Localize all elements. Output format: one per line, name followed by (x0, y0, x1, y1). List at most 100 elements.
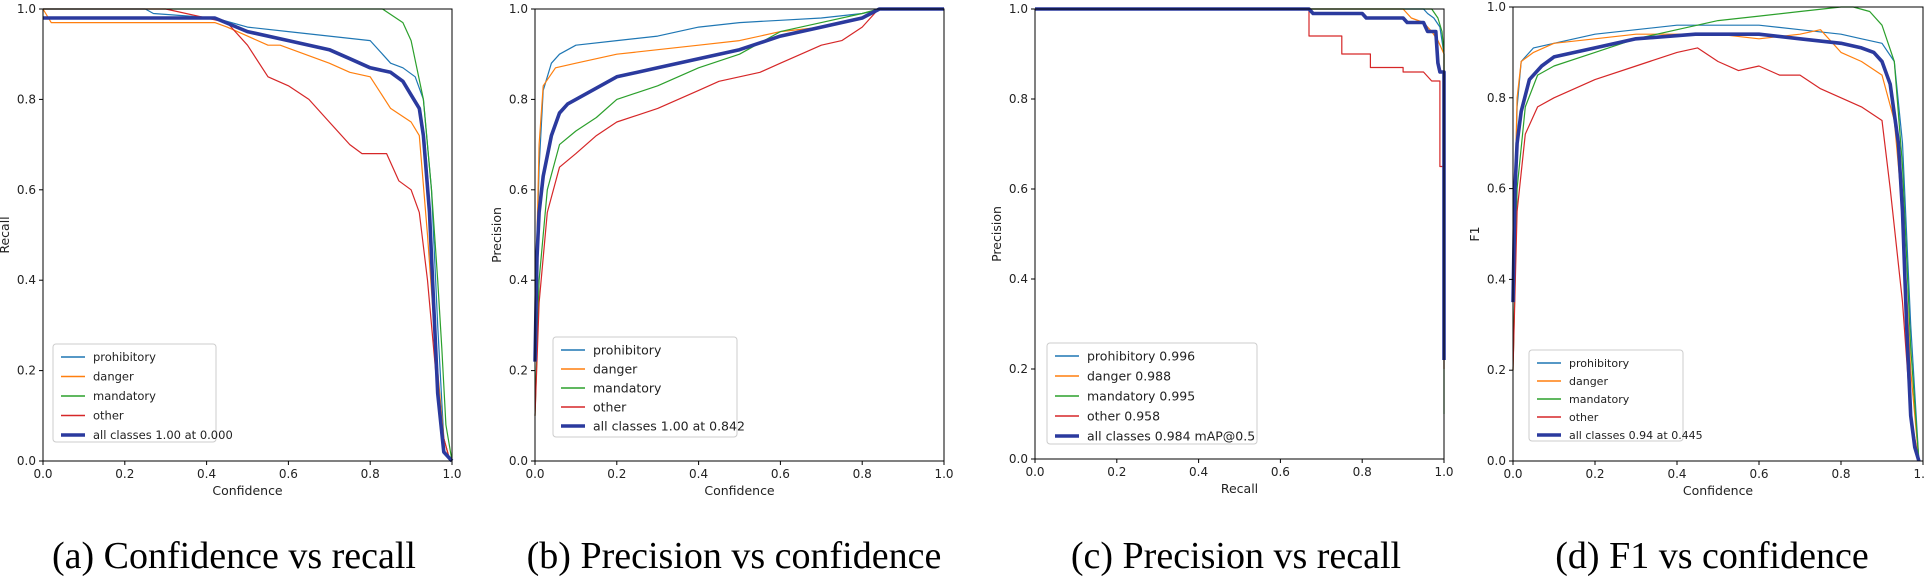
legend-label-danger: danger (93, 370, 134, 384)
legend-label-mandatory: mandatory (593, 380, 662, 395)
legend-label-other: other (1569, 411, 1599, 424)
legend-box (1046, 342, 1258, 445)
axes-frame (534, 8, 945, 462)
y-axis-label: Precision (489, 207, 504, 263)
x-axis-label: Confidence (212, 483, 283, 498)
x-tick-label: 0.8 (1831, 467, 1850, 481)
x-tick-label: 1.0 (442, 467, 461, 481)
y-tick-label: 0.2 (17, 364, 36, 378)
y-tick-label: 1.0 (1009, 2, 1028, 16)
y-tick-label: 0.4 (509, 273, 528, 287)
x-tick-label: 0.6 (1271, 465, 1290, 479)
legend-label-all: all classes 0.984 mAP@0.5 (1087, 428, 1255, 443)
x-tick-label: 0.8 (853, 467, 872, 481)
legend-label-danger: danger (1569, 375, 1608, 388)
y-tick-label: 0.2 (509, 364, 528, 378)
series-line-all (1511, 32, 1921, 462)
figure-caption: (b) Precision vs confidence (527, 535, 942, 577)
y-tick-label: 0.6 (17, 183, 36, 197)
x-tick-label: 0.8 (361, 467, 380, 481)
y-axis-label: F1 (1467, 226, 1482, 241)
legend-label-other: other (93, 409, 124, 423)
legend-label-mandatory: mandatory (1569, 393, 1630, 406)
y-tick-label: 1.0 (1487, 0, 1506, 14)
legend-box (1528, 349, 1684, 442)
legend: prohibitory 0.996 danger 0.988 mandatory 0… (1046, 342, 1258, 445)
series-line-all (43, 16, 454, 463)
series-line-all (533, 7, 944, 362)
chart-panel-b: 0.0 0.2 0.4 0.6 0.8 1.0 0.0 0.2 0.4 0.6 0.8 1.0 Conf… (489, 2, 954, 577)
legend-label-all: all classes 0.94 at 0.445 (1569, 429, 1703, 442)
legend-label-prohibitory: prohibitory (1569, 357, 1630, 370)
x-axis-label: Confidence (704, 483, 775, 498)
legend: prohibitory danger mandatory other all class… (52, 343, 233, 443)
y-axis-label: Recall (0, 216, 12, 253)
y-tick-label: 0.6 (1009, 182, 1028, 196)
x-tick-label: 1.0 (1913, 467, 1925, 481)
chart-panel-a: 0.0 0.2 0.4 0.6 0.8 1.0 0.0 0.2 0.4 0.6 0.8 1.0 Conf… (0, 2, 462, 577)
axes-frame (1512, 6, 1924, 462)
x-tick-label: 0.0 (525, 467, 544, 481)
legend-label-all: all classes 1.00 at 0.842 (593, 418, 745, 433)
legend-label-prohibitory: prohibitory (593, 342, 662, 357)
axes-frame (42, 8, 453, 462)
y-axis-label: Precision (989, 206, 1004, 262)
y-tick-label: 0.8 (509, 92, 528, 106)
y-tick-label: 0.6 (1487, 182, 1506, 196)
series-line-danger (42, 8, 451, 462)
series-line-other (43, 8, 451, 462)
figure-caption: (d) F1 vs confidence (1555, 535, 1868, 577)
y-tick-label: 0.0 (1487, 454, 1506, 468)
x-tick-label: 0.4 (197, 467, 216, 481)
y-tick-label: 1.0 (509, 2, 528, 16)
x-axis-label: Confidence (1683, 483, 1754, 498)
legend-label-mandatory: mandatory 0.995 (1087, 388, 1195, 403)
series-line-mandatory (1512, 6, 1920, 462)
chart-panel-d: 0.0 0.2 0.4 0.6 0.8 1.0 0.0 0.2 0.4 0.6 0.8 1.0 Conf… (1467, 0, 1925, 577)
x-tick-label: 0.2 (1585, 467, 1604, 481)
x-tick-label: 0.6 (279, 467, 298, 481)
y-tick-label: 0.0 (1009, 452, 1028, 466)
legend-label-other: other 0.958 (1087, 408, 1160, 423)
y-tick-label: 0.0 (17, 454, 36, 468)
y-tick-label: 0.8 (1487, 91, 1506, 105)
x-tick-label: 1.0 (934, 467, 953, 481)
series-line-other (534, 8, 944, 416)
figure-caption: (a) Confidence vs recall (52, 535, 416, 577)
y-tick-label: 0.8 (1009, 92, 1028, 106)
legend-label-prohibitory: prohibitory 0.996 (1087, 348, 1195, 363)
legend-label-prohibitory: prohibitory (93, 350, 156, 364)
x-tick-label: 0.6 (1749, 467, 1768, 481)
x-tick-label: 0.0 (33, 467, 52, 481)
series-line-other (1035, 8, 1445, 369)
x-tick-label: 0.2 (1107, 465, 1126, 479)
y-tick-label: 0.2 (1009, 362, 1028, 376)
axes-frame (1034, 8, 1445, 460)
legend-label-mandatory: mandatory (93, 389, 156, 403)
y-tick-label: 0.4 (1009, 272, 1028, 286)
y-tick-label: 0.6 (509, 183, 528, 197)
x-axis-label: Recall (1221, 481, 1258, 496)
legend: prohibitory danger mandatory other all class… (1528, 349, 1703, 442)
y-tick-label: 0.4 (1487, 272, 1506, 286)
y-tick-label: 0.8 (17, 92, 36, 106)
series-line-mandatory (534, 8, 944, 416)
legend-label-danger: danger 0.988 (1087, 368, 1171, 383)
y-tick-label: 0.2 (1487, 363, 1506, 377)
x-tick-label: 0.0 (1503, 467, 1522, 481)
legend: prohibitory danger mandatory other all class… (552, 336, 745, 438)
x-tick-label: 0.2 (607, 467, 626, 481)
figure-caption: (c) Precision vs recall (1071, 535, 1401, 577)
x-tick-label: 0.6 (771, 467, 790, 481)
chart-panel-c: 0.0 0.2 0.4 0.6 0.8 1.0 0.0 0.2 0.4 0.6 0.8 1.0 Reca… (989, 2, 1454, 577)
legend-box (552, 336, 738, 438)
y-tick-label: 0.4 (17, 273, 36, 287)
legend-label-danger: danger (593, 361, 638, 376)
legend-box (52, 343, 217, 443)
x-tick-label: 0.8 (1353, 465, 1372, 479)
y-tick-label: 1.0 (17, 2, 36, 16)
x-tick-label: 0.0 (1025, 465, 1044, 479)
x-tick-label: 0.4 (689, 467, 708, 481)
series-line-danger (1035, 8, 1445, 99)
